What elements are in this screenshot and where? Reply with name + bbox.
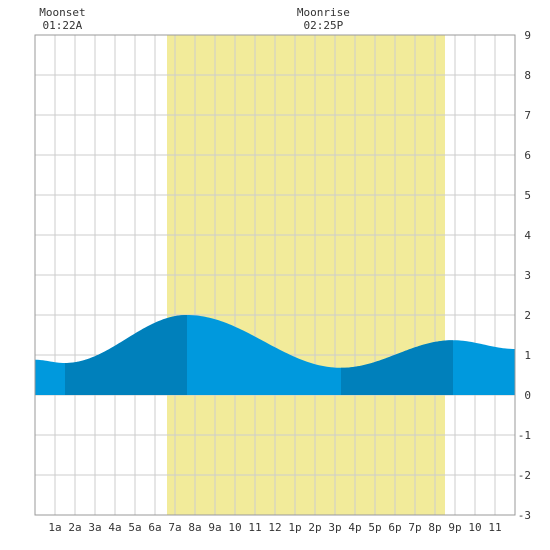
- x-tick-label: 6p: [388, 521, 401, 534]
- y-tick-label: 5: [524, 189, 531, 202]
- x-tick-label: 9a: [208, 521, 221, 534]
- x-tick-label: 6a: [148, 521, 161, 534]
- x-tick-label: 11: [248, 521, 261, 534]
- x-tick-label: 5p: [368, 521, 381, 534]
- x-tick-label: 2a: [68, 521, 81, 534]
- y-tick-label: -1: [518, 429, 531, 442]
- x-tick-label: 3a: [88, 521, 101, 534]
- x-tick-label: 4p: [348, 521, 361, 534]
- y-tick-label: 2: [524, 309, 531, 322]
- tide-rising-band: [65, 315, 187, 395]
- x-tick-label: 8a: [188, 521, 201, 534]
- plot-frame: [34, 34, 516, 516]
- tide-rising-band: [341, 340, 453, 395]
- moonrise-label: Moonrise: [297, 6, 350, 19]
- x-tick-label: 7p: [408, 521, 421, 534]
- x-tick-label: 4a: [108, 521, 121, 534]
- y-tick-label: -2: [518, 469, 531, 482]
- moonset-label: Moonset: [39, 6, 85, 19]
- x-tick-label: 10: [228, 521, 241, 534]
- y-tick-label: 1: [524, 349, 531, 362]
- x-tick-label: 5a: [128, 521, 141, 534]
- y-tick-label: -3: [518, 509, 531, 522]
- y-tick-label: 4: [524, 229, 531, 242]
- x-tick-label: 2p: [308, 521, 321, 534]
- x-tick-label: 7a: [168, 521, 181, 534]
- x-tick-label: 12: [268, 521, 281, 534]
- y-tick-label: 3: [524, 269, 531, 282]
- x-tick-label: 9p: [448, 521, 461, 534]
- x-tick-label: 3p: [328, 521, 341, 534]
- y-tick-label: 0: [524, 389, 531, 402]
- y-tick-label: 9: [524, 29, 531, 42]
- x-tick-label: 10: [468, 521, 481, 534]
- x-tick-label: 1a: [48, 521, 61, 534]
- x-tick-label: 8p: [428, 521, 441, 534]
- moonset-time: 01:22A: [43, 19, 83, 32]
- moonrise-time: 02:25P: [304, 19, 344, 32]
- y-tick-label: 6: [524, 149, 531, 162]
- y-tick-label: 7: [524, 109, 531, 122]
- y-tick-label: 8: [524, 69, 531, 82]
- x-tick-label: 11: [488, 521, 501, 534]
- x-tick-label: 1p: [288, 521, 301, 534]
